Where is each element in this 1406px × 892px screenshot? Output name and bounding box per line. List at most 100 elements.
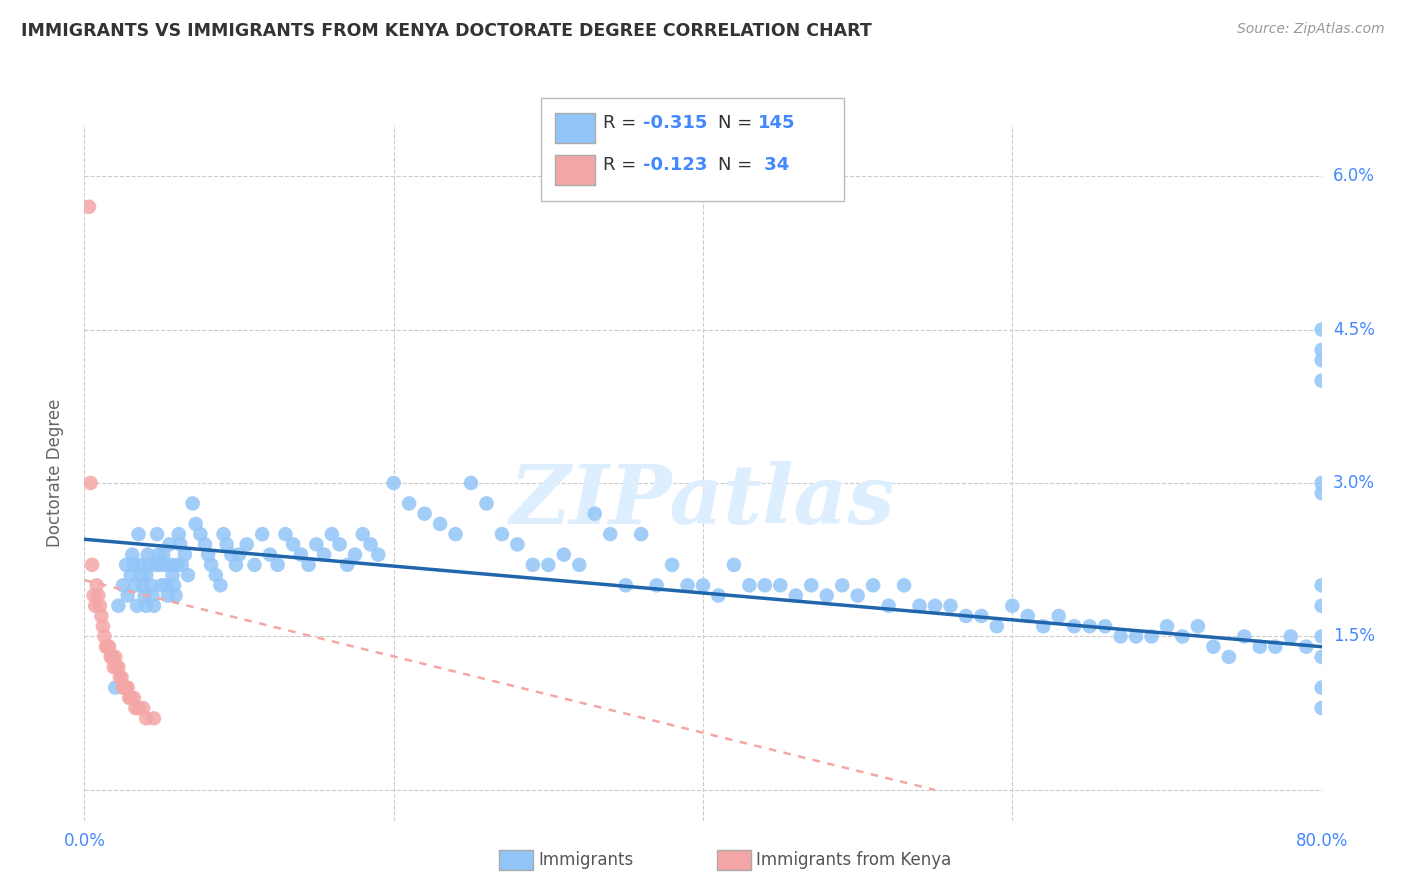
Point [738, 578, 761, 592]
Text: R =: R = [603, 114, 643, 132]
Point [155, 578, 177, 592]
Point [135, 711, 157, 725]
Point [429, 516, 451, 531]
Point [382, 475, 405, 490]
Point [152, 548, 174, 562]
Point [139, 578, 162, 592]
Text: IMMIGRANTS VS IMMIGRANTS FROM KENYA DOCTORATE DEGREE CORRELATION CHART: IMMIGRANTS VS IMMIGRANTS FROM KENYA DOCT… [21, 22, 872, 40]
Point [120, 568, 142, 582]
Point [1310, 475, 1333, 490]
Point [1032, 619, 1054, 633]
Point [153, 558, 176, 572]
Point [169, 537, 191, 551]
Point [297, 558, 319, 572]
Point [274, 527, 297, 541]
Point [444, 527, 467, 541]
Text: 1.5%: 1.5% [1333, 627, 1375, 646]
Point [707, 589, 730, 603]
Point [143, 599, 166, 613]
Point [281, 537, 305, 551]
Point [522, 558, 544, 572]
Point [908, 599, 931, 613]
Text: 6.0%: 6.0% [1333, 167, 1375, 185]
Point [491, 527, 513, 541]
Point [174, 548, 197, 562]
Point [136, 548, 159, 562]
Point [1310, 486, 1333, 500]
Point [118, 690, 141, 705]
Point [215, 537, 238, 551]
Point [148, 548, 170, 562]
Point [197, 548, 219, 562]
Point [91, 619, 114, 633]
Point [815, 589, 838, 603]
Point [110, 670, 132, 684]
Point [1047, 609, 1070, 624]
Point [135, 568, 157, 582]
Point [1187, 619, 1209, 633]
Point [1001, 599, 1024, 613]
Point [250, 527, 273, 541]
Point [228, 548, 250, 562]
Point [103, 660, 125, 674]
Text: 34: 34 [758, 156, 789, 174]
Point [1310, 322, 1333, 336]
Point [146, 527, 169, 541]
Point [1310, 630, 1333, 644]
Text: N =: N = [718, 114, 758, 132]
Point [107, 599, 129, 613]
Point [1156, 619, 1178, 633]
Point [121, 548, 143, 562]
Point [955, 609, 977, 624]
Text: 145: 145 [758, 114, 796, 132]
Point [162, 568, 184, 582]
Point [143, 711, 166, 725]
Point [352, 527, 374, 541]
Point [120, 690, 142, 705]
Point [676, 578, 699, 592]
Point [785, 589, 807, 603]
Point [290, 548, 312, 562]
Point [194, 537, 217, 551]
Point [1295, 640, 1317, 654]
Point [986, 619, 1008, 633]
Text: Immigrants: Immigrants [538, 851, 634, 869]
Point [645, 578, 668, 592]
Point [79, 475, 101, 490]
Point [1094, 619, 1116, 633]
Point [115, 681, 138, 695]
Point [101, 649, 124, 664]
Point [205, 568, 228, 582]
Point [127, 701, 149, 715]
Point [219, 548, 242, 562]
Point [209, 578, 232, 592]
Text: -0.123: -0.123 [643, 156, 707, 174]
Point [475, 496, 498, 510]
Point [84, 599, 107, 613]
Text: 4.5%: 4.5% [1333, 320, 1375, 339]
Point [1140, 630, 1163, 644]
Point [846, 589, 869, 603]
Point [82, 558, 104, 572]
Point [1279, 630, 1302, 644]
Point [1171, 630, 1194, 644]
Point [692, 578, 714, 592]
Point [200, 558, 222, 572]
Point [96, 640, 118, 654]
Point [367, 548, 389, 562]
Point [104, 649, 127, 664]
Text: Source: ZipAtlas.com: Source: ZipAtlas.com [1237, 22, 1385, 37]
Text: ZIPatlas: ZIPatlas [510, 460, 896, 541]
Point [125, 599, 148, 613]
Point [553, 548, 575, 562]
Point [328, 537, 352, 551]
Point [108, 670, 131, 684]
Point [267, 558, 290, 572]
Point [630, 527, 652, 541]
Point [145, 558, 167, 572]
Point [77, 200, 100, 214]
Point [877, 599, 900, 613]
Point [117, 681, 139, 695]
Text: N =: N = [718, 156, 758, 174]
Point [1218, 649, 1240, 664]
